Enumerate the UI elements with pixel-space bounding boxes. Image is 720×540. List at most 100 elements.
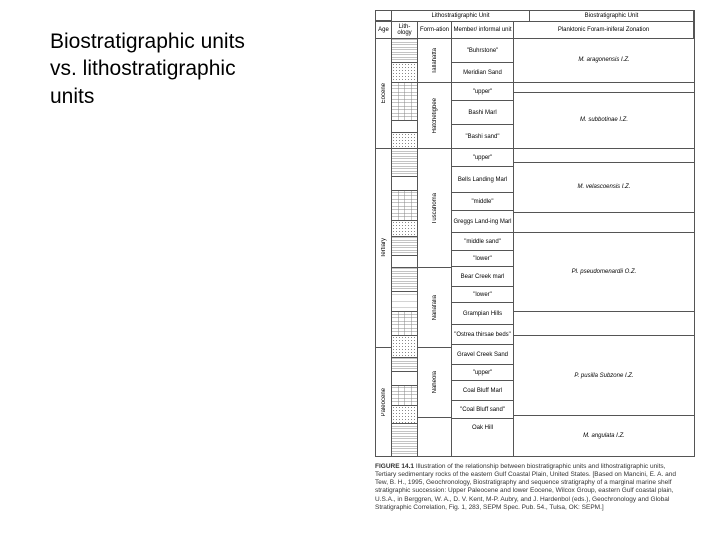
header-row-top: Lithostratigraphic Unit Biostratigraphic… [375, 10, 695, 21]
member-segment: "upper" [452, 365, 513, 381]
formation-label: Nanafalia [432, 295, 438, 320]
header-litho-group: Lithostratigraphic Unit [392, 11, 530, 21]
lithology-segment [392, 221, 417, 237]
member-segment: "upper" [452, 83, 513, 101]
formation-segment: Tuscahoma [418, 149, 451, 269]
title-line3: units [50, 85, 94, 108]
biozone-segment: P. pusilla Subzone I.Z. [514, 336, 694, 416]
biozone-segment [514, 312, 694, 336]
member-segment: Coal Bluff Marl [452, 381, 513, 401]
biozone-label: Pl. pseudomenardii O.Z. [572, 269, 637, 275]
formation-label: Naheola [432, 371, 438, 393]
age-segment: Tertiary [376, 149, 391, 349]
lithology-pattern [392, 237, 417, 256]
lithology-pattern [392, 39, 417, 62]
lithology-pattern [392, 256, 417, 267]
title-line2: vs. lithostratigraphic [50, 57, 236, 80]
lithology-segment [392, 191, 417, 221]
lithology-segment [392, 406, 417, 424]
biozone-segment: M. subbotinae I.Z. [514, 93, 694, 149]
lithology-segment [392, 256, 417, 268]
header-bio: Planktonic Foram-iniferal Zonation [514, 22, 694, 38]
lithology-segment [392, 358, 417, 372]
lithology-pattern [392, 336, 417, 357]
header-age: Age [376, 22, 392, 38]
formation-label: Tuscahoma [432, 193, 438, 224]
member-segment: "middle sand" [452, 233, 513, 251]
lithology-segment [392, 121, 417, 133]
biozone-segment [514, 149, 694, 163]
stratigraphic-figure: Lithostratigraphic Unit Biostratigraphic… [375, 10, 695, 512]
member-segment: "lower" [452, 251, 513, 267]
col-formation: Tallahatta Hatchetigbee Tuscahoma Nanafalia… [418, 39, 452, 456]
header-lith: Lith-ology [392, 22, 418, 38]
lithology-segment [392, 133, 417, 149]
lithology-segment [392, 177, 417, 191]
biozone-label: M. subbotinae I.Z. [580, 117, 628, 123]
lithology-segment [392, 292, 417, 312]
lithology-segment [392, 63, 417, 83]
member-segment: Bashi Marl [452, 101, 513, 125]
header-mem: Member/ informal unit [452, 22, 514, 38]
title-line1: Biostratigraphic units [50, 30, 245, 53]
biozone-segment: M. angulata I.Z. [514, 416, 694, 456]
biozone-segment [514, 83, 694, 93]
biozone-segment [514, 213, 694, 233]
formation-segment: Nanafalia [418, 268, 451, 348]
header-fm: Form-ation [418, 22, 452, 38]
col-lithology [392, 39, 418, 456]
age-label: Tertiary [381, 238, 387, 258]
lithology-segment [392, 386, 417, 406]
lithology-segment [392, 336, 417, 358]
lithology-segment [392, 39, 417, 63]
member-segment: Grampian Hills [452, 303, 513, 325]
figure-caption: FIGURE 14.1 Illustration of the relation… [375, 463, 685, 512]
lithology-pattern [392, 121, 417, 132]
member-segment: "middle" [452, 193, 513, 211]
lithology-pattern [392, 63, 417, 82]
lithology-pattern [392, 424, 417, 456]
member-segment: "Coal Bluff sand" [452, 401, 513, 419]
lithology-segment [392, 424, 417, 456]
formation-segment: Naheola [418, 348, 451, 418]
biozone-segment: M. aragonensis I.Z. [514, 39, 694, 83]
member-segment: "lower" [452, 287, 513, 303]
lithology-pattern [392, 177, 417, 190]
header-row: Age Lith-ology Form-ation Member/ inform… [375, 21, 695, 39]
biozone-segment: M. velascoensis I.Z. [514, 163, 694, 213]
col-member: "Buhrstone"Meridian Sand"upper"Bashi Mar… [452, 39, 514, 456]
formation-segment: Hatchetigbee [418, 83, 451, 149]
header-bio-group: Biostratigraphic Unit [530, 11, 694, 21]
lithology-segment [392, 237, 417, 257]
lithology-pattern [392, 386, 417, 405]
col-biozone: M. aragonensis I.Z. M. subbotinae I.Z. M. … [514, 39, 694, 456]
age-segment: Paleocene [376, 348, 391, 456]
member-segment: Bells Landing Marl [452, 167, 513, 193]
biozone-label: M. aragonensis I.Z. [578, 57, 629, 63]
col-age: Eocene Tertiary Paleocene [376, 39, 392, 456]
lithology-pattern [392, 83, 417, 120]
formation-segment: Tallahatta [418, 39, 451, 83]
caption-lead: FIGURE 14.1 [375, 463, 414, 470]
lithology-segment [392, 372, 417, 386]
page-title: Biostratigraphic units vs. lithostratigr… [50, 28, 245, 110]
formation-label: Tallahatta [432, 48, 438, 74]
member-segment: "Bashi sand" [452, 125, 513, 149]
member-segment: "Ostrea thirsae beds" [452, 325, 513, 345]
lithology-pattern [392, 358, 417, 371]
stratigraphic-column: Eocene Tertiary Paleocene Tallahatta Hatche… [375, 39, 695, 457]
formation-label: Hatchetigbee [432, 98, 438, 133]
header-age-blank [376, 11, 392, 21]
lithology-segment [392, 83, 417, 121]
lithology-segment [392, 268, 417, 292]
lithology-pattern [392, 268, 417, 291]
lithology-segment [392, 312, 417, 336]
lithology-pattern [392, 133, 417, 148]
age-label: Eocene [381, 83, 387, 103]
member-segment: Greggs Land-ing Marl [452, 211, 513, 233]
lithology-pattern [392, 221, 417, 236]
caption-body: Illustration of the relationship between… [375, 463, 676, 511]
formation-segment [418, 418, 451, 456]
biozone-label: M. angulata I.Z. [583, 433, 625, 439]
lithology-pattern [392, 312, 417, 335]
